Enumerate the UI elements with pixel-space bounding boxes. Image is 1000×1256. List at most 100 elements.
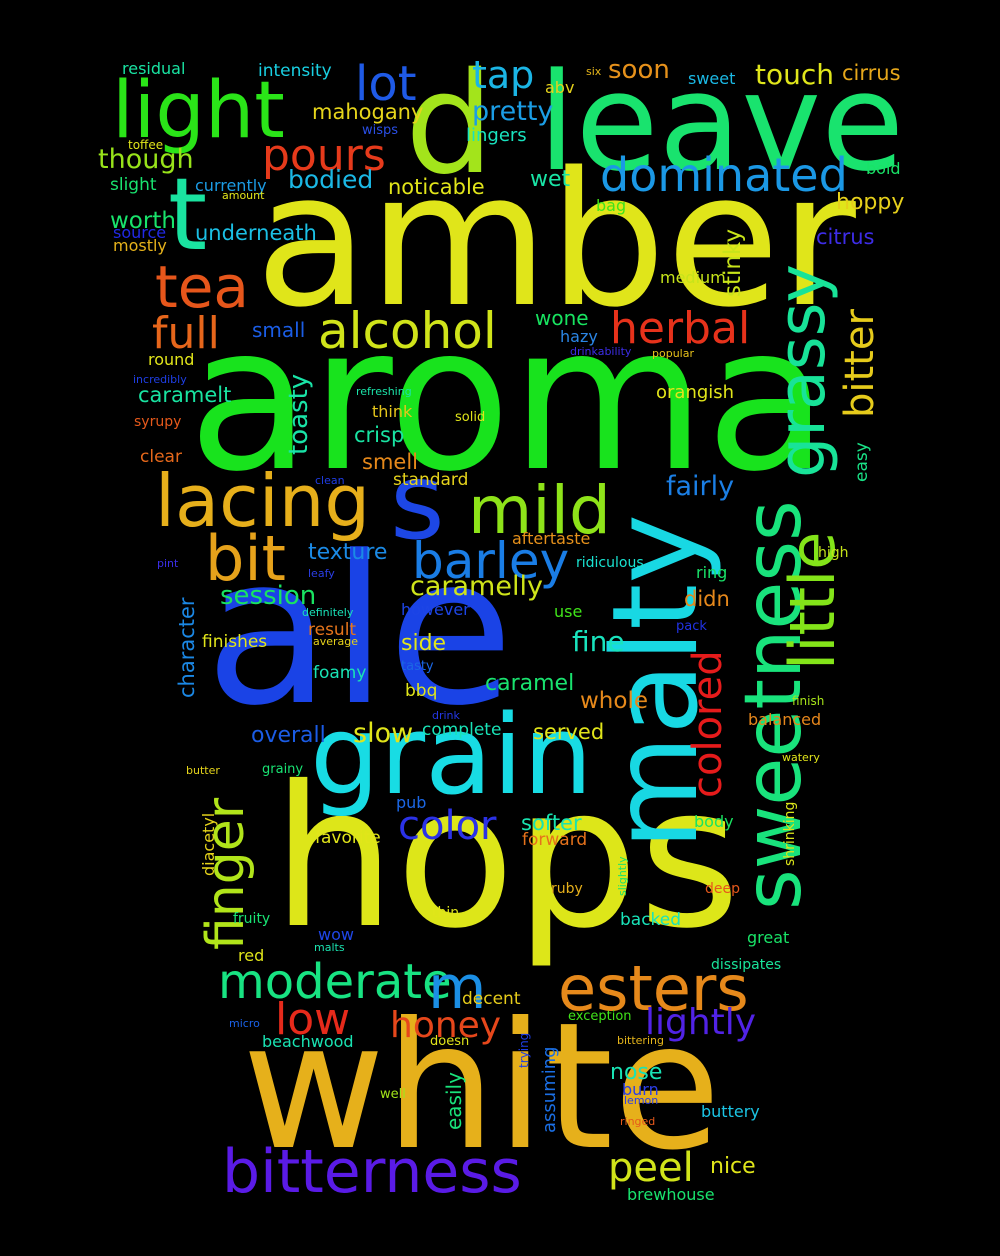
word-ale: ale [205,513,514,751]
word-ring: ring [696,563,728,582]
word-standard: standard [393,470,469,490]
word-clear: clear [140,447,182,467]
word-character: character [175,597,199,698]
word-worth: worth [110,208,176,234]
word-alcohol: alcohol [318,302,497,360]
word-favorite: favorite [315,828,381,848]
word-refreshing: refreshing [356,385,412,398]
word-six: six [586,65,602,78]
word-grassy: grassy [765,263,840,478]
word-orangish: orangish [656,382,735,403]
word-definitely: definitely [302,606,354,619]
word-leave: leave [538,44,905,201]
word-session: session [220,581,317,611]
word-round: round [148,350,195,369]
word-white: white [242,986,721,1189]
word-sweet: sweet [688,69,736,88]
word-however: however [401,600,470,619]
word-body: body [694,812,734,831]
word-hoppy: hoppy [836,190,905,215]
word-shrinking: shrinking [782,801,798,866]
word-hazy: hazy [560,327,598,346]
word-caramelt: caramelt [138,383,232,407]
word-diacetyl: diacetyl [199,812,218,876]
word-caramelly: caramelly [410,571,543,602]
word-tap: tap [472,53,535,97]
word-grainy: grainy [262,762,304,777]
word-currently: currently [195,176,267,195]
word-slow: slow [353,718,414,749]
word-backed: backed [620,910,682,930]
word-m: m [428,953,487,1023]
word-burn: burn [622,1080,659,1099]
word-beachwood: beachwood [262,1032,354,1051]
word-assuming: assuming [539,1046,560,1133]
word-though: though [98,144,194,175]
word-clean: clean [315,474,345,487]
word-lacing: lacing [155,459,371,543]
word-deep: deep [705,881,740,897]
word-crisp: crisp [354,423,405,447]
word-bodied: bodied [288,165,374,194]
word-complete: complete [422,720,502,740]
word-mahogany: mahogany [312,100,424,124]
word-high: high [818,545,849,561]
word-barley: barley [412,532,570,590]
word-softer: softer [521,811,582,835]
word-touch: touch [755,58,834,91]
word-fine: fine [572,625,625,658]
word-easy: easy [852,442,872,482]
word-bit: bit [205,522,286,595]
word-citrus: citrus [816,225,875,249]
word-solid: solid [455,410,486,425]
word-doesn: doesn [430,1034,470,1049]
word-think: think [372,402,413,421]
word-micro: micro [229,1017,260,1030]
word-pub: pub [396,793,427,812]
word-syrupy: syrupy [134,414,182,430]
word-well: well [380,1087,406,1102]
word-bittering: bittering [617,1034,664,1047]
word-underneath: underneath [195,221,317,245]
word-low: low [275,994,351,1045]
word-incredibly: incredibly [133,373,187,386]
word-honey: honey [390,1005,502,1046]
word-hops: hops [272,744,741,971]
word-finish: finish [792,694,825,708]
word-smell: smell [362,450,418,474]
word-drinkability: drinkability [570,345,632,358]
word-aftertaste: aftertaste [512,529,591,548]
word-medium: medium [660,268,726,287]
word-result: result [308,620,357,640]
word-nice: nice [710,1154,756,1179]
word-amount: amount [222,189,265,202]
word-lingers: lingers [466,125,527,146]
word-tasty: tasty [401,659,434,674]
word-mostly: mostly [113,236,167,255]
word-soon: soon [608,55,670,85]
word-esters: esters [558,952,749,1025]
word-ruby: ruby [551,881,583,897]
word-small: small [252,318,306,342]
word-wow: wow [318,925,354,944]
word-full: full [152,308,220,359]
word-drink: drink [432,709,460,722]
word-buttery: buttery [701,1102,760,1121]
word-lot: lot [355,56,417,112]
word-peel: peel [608,1145,694,1191]
word-dominated: dominated [600,148,848,202]
word-abv: abv [545,78,575,97]
word-whole: whole [580,688,649,714]
word-use: use [554,602,583,621]
word-watery: watery [782,751,820,764]
word-finishes: finishes [202,632,268,652]
word-tea: tea [155,253,249,321]
word-didn: didn [684,587,730,611]
word-pretty: pretty [472,96,554,127]
word-wone: wone [535,306,589,330]
word-residual: residual [122,59,186,78]
word-source: source [113,223,167,242]
word-thin: thin [432,905,460,921]
word-slight: slight [110,175,157,195]
